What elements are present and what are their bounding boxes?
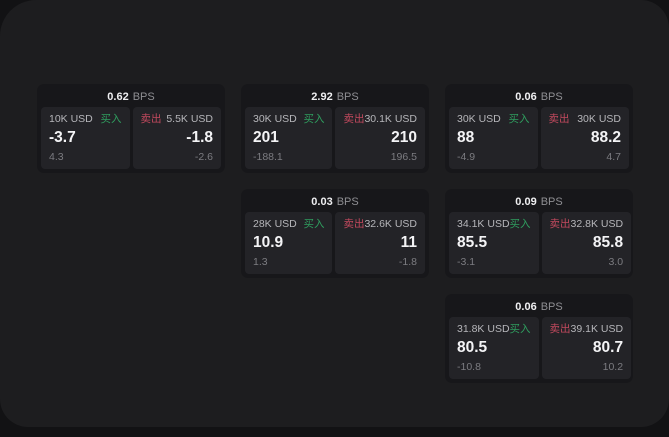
sell-amount: 32.6K USD: [364, 218, 417, 230]
bps-value: 0.09: [515, 196, 537, 208]
buy-amount: 30K USD: [457, 113, 501, 125]
buy-amount: 31.8K USD: [457, 323, 510, 335]
sell-price: 11: [400, 234, 417, 251]
sell-tile[interactable]: 卖出 30.1K USD 210 196.5: [335, 107, 425, 169]
buy-price: 85.5: [457, 234, 488, 251]
sell-price: 80.7: [592, 339, 624, 356]
sell-change: -2.6: [194, 151, 213, 163]
app-panel: 0.62 BPS 10K USD 买入 -3.7 4.3 卖出 5.5K USD: [0, 0, 669, 427]
buy-tile[interactable]: 30K USD 买入 201 -188.1: [245, 107, 333, 169]
sell-change: 3.0: [608, 256, 624, 268]
buy-amount: 34.1K USD: [457, 218, 510, 230]
sell-price: 210: [391, 129, 417, 146]
quote-card: 2.92 BPS 30K USD 买入 201 -188.1 卖出 30.1K U…: [241, 84, 429, 173]
buy-price: 201: [253, 129, 279, 146]
bps-unit-label: BPS: [336, 196, 359, 208]
buy-change: 1.3: [253, 256, 268, 268]
buy-change: -10.8: [457, 361, 481, 373]
quote-card: 0.03 BPS 28K USD 买入 10.9 1.3 卖出 32.6K USD: [241, 189, 429, 278]
bps-value: 0.06: [515, 91, 537, 103]
bps-unit-label: BPS: [540, 91, 563, 103]
buy-amount: 30K USD: [253, 113, 297, 125]
sell-tile[interactable]: 卖出 32.6K USD 11 -1.8: [335, 212, 425, 274]
buy-price: 80.5: [457, 339, 488, 356]
card-header: 0.03 BPS: [245, 193, 425, 212]
sell-side-label: 卖出: [343, 113, 365, 125]
sell-tile[interactable]: 卖出 5.5K USD -1.8 -2.6: [132, 107, 221, 169]
buy-tile[interactable]: 28K USD 买入 10.9 1.3: [245, 212, 333, 274]
bps-value: 2.92: [311, 91, 333, 103]
buy-tile[interactable]: 30K USD 买入 88 -4.9: [449, 107, 538, 169]
buy-change: -188.1: [253, 151, 283, 163]
card-header: 0.06 BPS: [449, 88, 629, 107]
bps-value: 0.62: [107, 91, 129, 103]
bps-unit-label: BPS: [540, 301, 563, 313]
sell-side-label: 卖出: [140, 113, 162, 125]
quote-card: 0.09 BPS 34.1K USD 买入 85.5 -3.1 卖出 32.8K …: [445, 189, 633, 278]
buy-change: -4.9: [457, 151, 476, 163]
quote-card-grid: 0.62 BPS 10K USD 买入 -3.7 4.3 卖出 5.5K USD: [37, 84, 633, 383]
sell-price: -1.8: [186, 129, 213, 146]
sell-tile[interactable]: 卖出 30K USD 88.2 4.7: [540, 107, 629, 169]
buy-price: 10.9: [253, 234, 284, 251]
buy-tile[interactable]: 10K USD 买入 -3.7 4.3: [41, 107, 130, 169]
buy-side-label: 买入: [100, 113, 122, 125]
bps-unit-label: BPS: [132, 91, 155, 103]
sell-change: 4.7: [606, 151, 621, 163]
sell-price: 85.8: [592, 234, 624, 251]
bps-value: 0.03: [311, 196, 333, 208]
sell-amount: 30K USD: [577, 113, 621, 125]
bps-unit-label: BPS: [336, 91, 359, 103]
quote-card: 0.06 BPS 31.8K USD 买入 80.5 -10.8 卖出 39.1K…: [445, 294, 633, 383]
buy-side-label: 买入: [509, 323, 531, 335]
buy-tile[interactable]: 34.1K USD 买入 85.5 -3.1: [449, 212, 539, 274]
buy-side-label: 买入: [509, 218, 531, 230]
card-header: 0.09 BPS: [449, 193, 629, 212]
card-header: 0.62 BPS: [41, 88, 221, 107]
sell-amount: 5.5K USD: [166, 113, 213, 125]
buy-amount: 10K USD: [49, 113, 93, 125]
bps-unit-label: BPS: [540, 196, 563, 208]
sell-side-label: 卖出: [549, 218, 571, 230]
quote-card: 0.62 BPS 10K USD 买入 -3.7 4.3 卖出 5.5K USD: [37, 84, 225, 173]
card-header: 0.06 BPS: [449, 298, 629, 317]
sell-tile[interactable]: 卖出 32.8K USD 85.8 3.0: [541, 212, 632, 274]
buy-change: -3.1: [457, 256, 476, 268]
sell-side-label: 卖出: [548, 113, 570, 125]
card-header: 2.92 BPS: [245, 88, 425, 107]
sell-amount: 39.1K USD: [570, 323, 624, 335]
buy-tile[interactable]: 31.8K USD 买入 80.5 -10.8: [449, 317, 539, 379]
sell-side-label: 卖出: [343, 218, 365, 230]
sell-amount: 32.8K USD: [570, 218, 624, 230]
sell-amount: 30.1K USD: [364, 113, 417, 125]
buy-price: 88: [457, 129, 475, 146]
buy-side-label: 买入: [508, 113, 530, 125]
buy-side-label: 买入: [303, 113, 325, 125]
sell-change: 10.2: [602, 361, 624, 373]
sell-price: 88.2: [590, 129, 621, 146]
bps-value: 0.06: [515, 301, 537, 313]
quote-card: 0.06 BPS 30K USD 买入 88 -4.9 卖出 30K USD: [445, 84, 633, 173]
buy-price: -3.7: [49, 129, 76, 146]
sell-tile[interactable]: 卖出 39.1K USD 80.7 10.2: [541, 317, 632, 379]
buy-side-label: 买入: [303, 218, 325, 230]
sell-change: 196.5: [390, 151, 417, 163]
buy-amount: 28K USD: [253, 218, 297, 230]
buy-change: 4.3: [49, 151, 64, 163]
sell-change: -1.8: [398, 256, 417, 268]
sell-side-label: 卖出: [549, 323, 571, 335]
